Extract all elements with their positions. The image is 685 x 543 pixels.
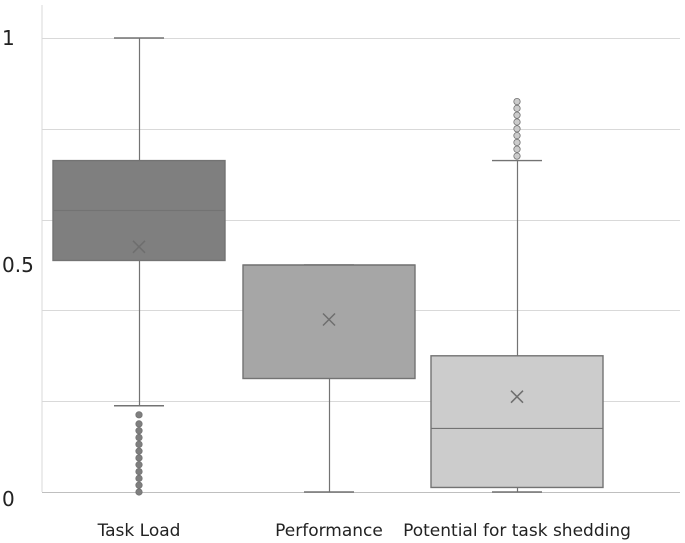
outlier-point — [135, 440, 143, 448]
y-tick-label: 0.5 — [2, 253, 34, 277]
outlier-point — [135, 481, 143, 489]
outlier-point — [135, 454, 143, 462]
outlier-point — [513, 152, 521, 160]
outlier-point — [513, 118, 521, 126]
outlier-point — [513, 132, 521, 140]
outlier-point — [513, 97, 521, 106]
outlier-point — [135, 488, 143, 496]
outlier-point — [135, 420, 143, 428]
x-category-label: Performance — [275, 521, 383, 541]
outlier-point — [135, 474, 143, 482]
outlier-point — [135, 447, 143, 455]
outlier-point — [135, 467, 143, 476]
y-tick-label: 1 — [2, 26, 15, 50]
mean-marker — [322, 312, 336, 327]
outlier-point — [135, 433, 143, 442]
x-category-label: Potential for task shedding — [403, 521, 631, 541]
mean-marker — [132, 240, 146, 254]
outlier-point — [513, 145, 521, 153]
y-tick-label: 0 — [2, 487, 15, 511]
box — [430, 355, 604, 489]
outlier-point — [513, 104, 521, 112]
outlier-point — [135, 427, 143, 435]
outlier-point — [135, 461, 143, 469]
box — [242, 264, 416, 380]
mean-marker — [510, 390, 524, 404]
outlier-point — [513, 138, 521, 147]
outlier-point — [135, 411, 143, 419]
x-category-label: Task Load — [97, 521, 181, 541]
outlier-point — [513, 111, 521, 119]
outlier-point — [513, 125, 521, 133]
